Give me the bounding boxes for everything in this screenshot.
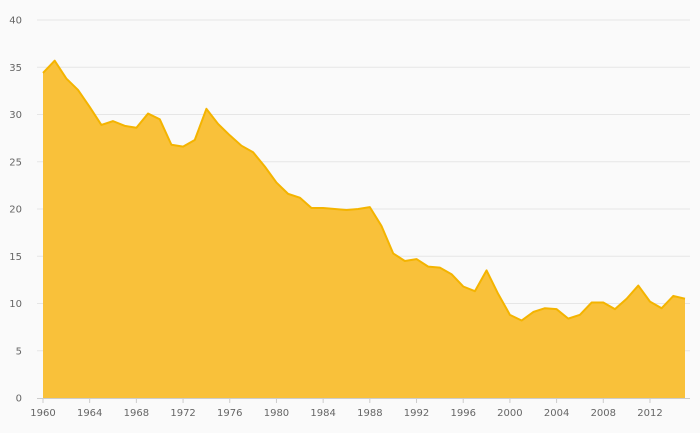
y-tick-label: 5 xyxy=(16,346,22,357)
y-tick-label: 0 xyxy=(16,394,22,405)
x-tick-label: 1980 xyxy=(264,408,289,419)
y-tick-label: 20 xyxy=(9,205,22,216)
y-tick-label: 10 xyxy=(9,299,22,310)
y-tick-label: 15 xyxy=(9,252,22,263)
y-axis: 0 5 10 15 20 25 30 35 40 xyxy=(9,16,22,405)
x-tick-label: 1976 xyxy=(217,408,242,419)
x-tick-label: 1984 xyxy=(310,408,335,419)
y-tick-label: 25 xyxy=(9,157,22,168)
x-tick-label: 2008 xyxy=(591,408,616,419)
area-fill xyxy=(43,60,685,398)
x-tick-label: 1992 xyxy=(404,408,429,419)
y-tick-label: 35 xyxy=(9,63,22,74)
x-tick-label: 2012 xyxy=(637,408,662,419)
x-tick-label: 1968 xyxy=(124,408,149,419)
x-axis: 1960 1964 1968 1972 1976 1980 1984 1988 1992 1996… xyxy=(30,398,690,419)
x-tick-label: 1960 xyxy=(30,408,55,419)
y-tick-label: 40 xyxy=(9,16,22,27)
x-tick-label: 1996 xyxy=(450,408,475,419)
x-tick-label: 1988 xyxy=(357,408,382,419)
x-tick-label: 1964 xyxy=(77,408,102,419)
x-tick-label: 1972 xyxy=(170,408,195,419)
x-tick-label: 2000 xyxy=(497,408,522,419)
x-tick-label: 2004 xyxy=(544,408,569,419)
y-tick-label: 30 xyxy=(9,110,22,121)
series-line xyxy=(42,59,686,322)
area-series xyxy=(42,59,686,398)
